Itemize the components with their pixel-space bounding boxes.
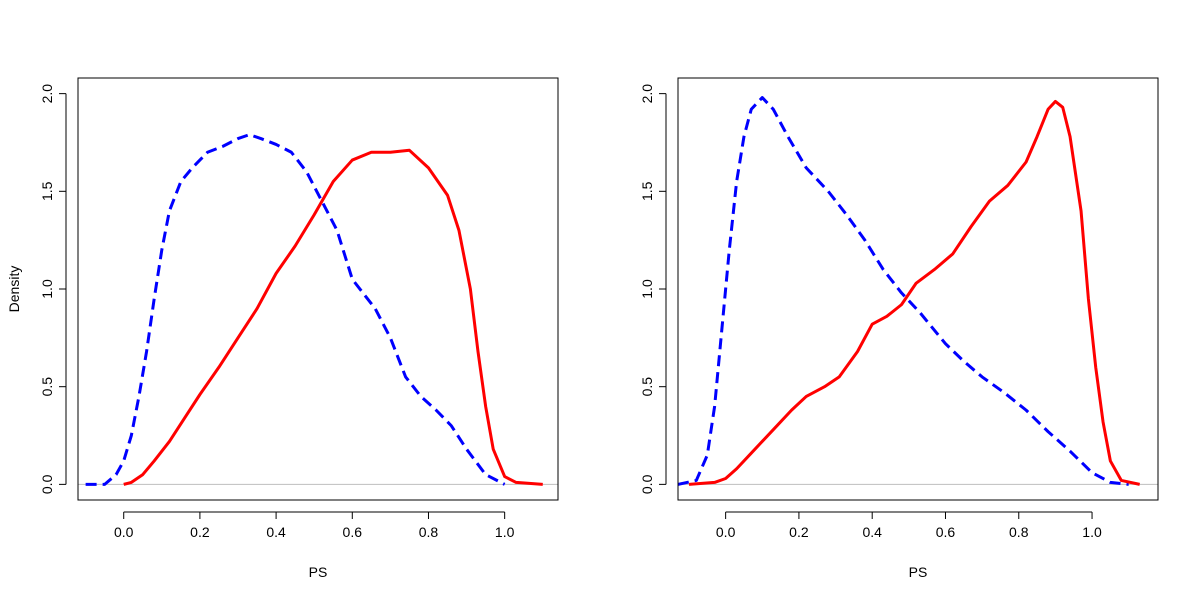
plot-frame bbox=[77, 77, 559, 501]
x-tick-label: 0.8 bbox=[419, 524, 439, 540]
y-tick-label: 1.5 bbox=[39, 181, 55, 201]
x-axis-title: PS bbox=[309, 564, 328, 580]
x-tick-label: 0.4 bbox=[266, 524, 286, 540]
x-tick-label: 0.4 bbox=[862, 524, 882, 540]
y-tick-label: 1.5 bbox=[639, 181, 655, 201]
x-axis-title: PS bbox=[909, 564, 928, 580]
x-tick-label: 0.2 bbox=[789, 524, 809, 540]
y-tick-label: 0.0 bbox=[39, 474, 55, 494]
y-tick-label: 2.0 bbox=[39, 84, 55, 104]
red-solid-density-curve bbox=[688, 99, 1140, 486]
y-tick-label: 1.0 bbox=[639, 279, 655, 299]
y-tick-label: 2.0 bbox=[639, 84, 655, 104]
y-tick-label: 1.0 bbox=[39, 279, 55, 299]
blue-dashed-density-curve bbox=[678, 96, 1129, 486]
plot-frame bbox=[677, 77, 1159, 501]
blue-dashed-density-curve bbox=[85, 133, 506, 486]
red-solid-density-curve bbox=[123, 148, 543, 486]
x-tick-label: 1.0 bbox=[495, 524, 515, 540]
y-axis-title: Density bbox=[6, 266, 22, 313]
y-tick-label: 0.5 bbox=[639, 377, 655, 397]
x-tick-label: 0.0 bbox=[114, 524, 134, 540]
x-tick-label: 1.0 bbox=[1082, 524, 1102, 540]
x-tick-label: 0.6 bbox=[343, 524, 363, 540]
x-tick-label: 0.0 bbox=[716, 524, 736, 540]
y-tick-label: 0.5 bbox=[39, 377, 55, 397]
plot-panel-2: 0.0 0.2 0.4 0.6 0.8 1.0 0.0 0.5 1.0 1.5 2.0 PS bbox=[639, 77, 1159, 580]
plot-panel-1: 0.0 0.2 0.4 0.6 0.8 1.0 0.0 0.5 1.0 1.5 2.0 PS Densi… bbox=[6, 77, 559, 580]
x-tick-label: 0.6 bbox=[936, 524, 956, 540]
x-tick-label: 0.8 bbox=[1009, 524, 1029, 540]
y-tick-label: 0.0 bbox=[639, 474, 655, 494]
x-tick-label: 0.2 bbox=[190, 524, 210, 540]
